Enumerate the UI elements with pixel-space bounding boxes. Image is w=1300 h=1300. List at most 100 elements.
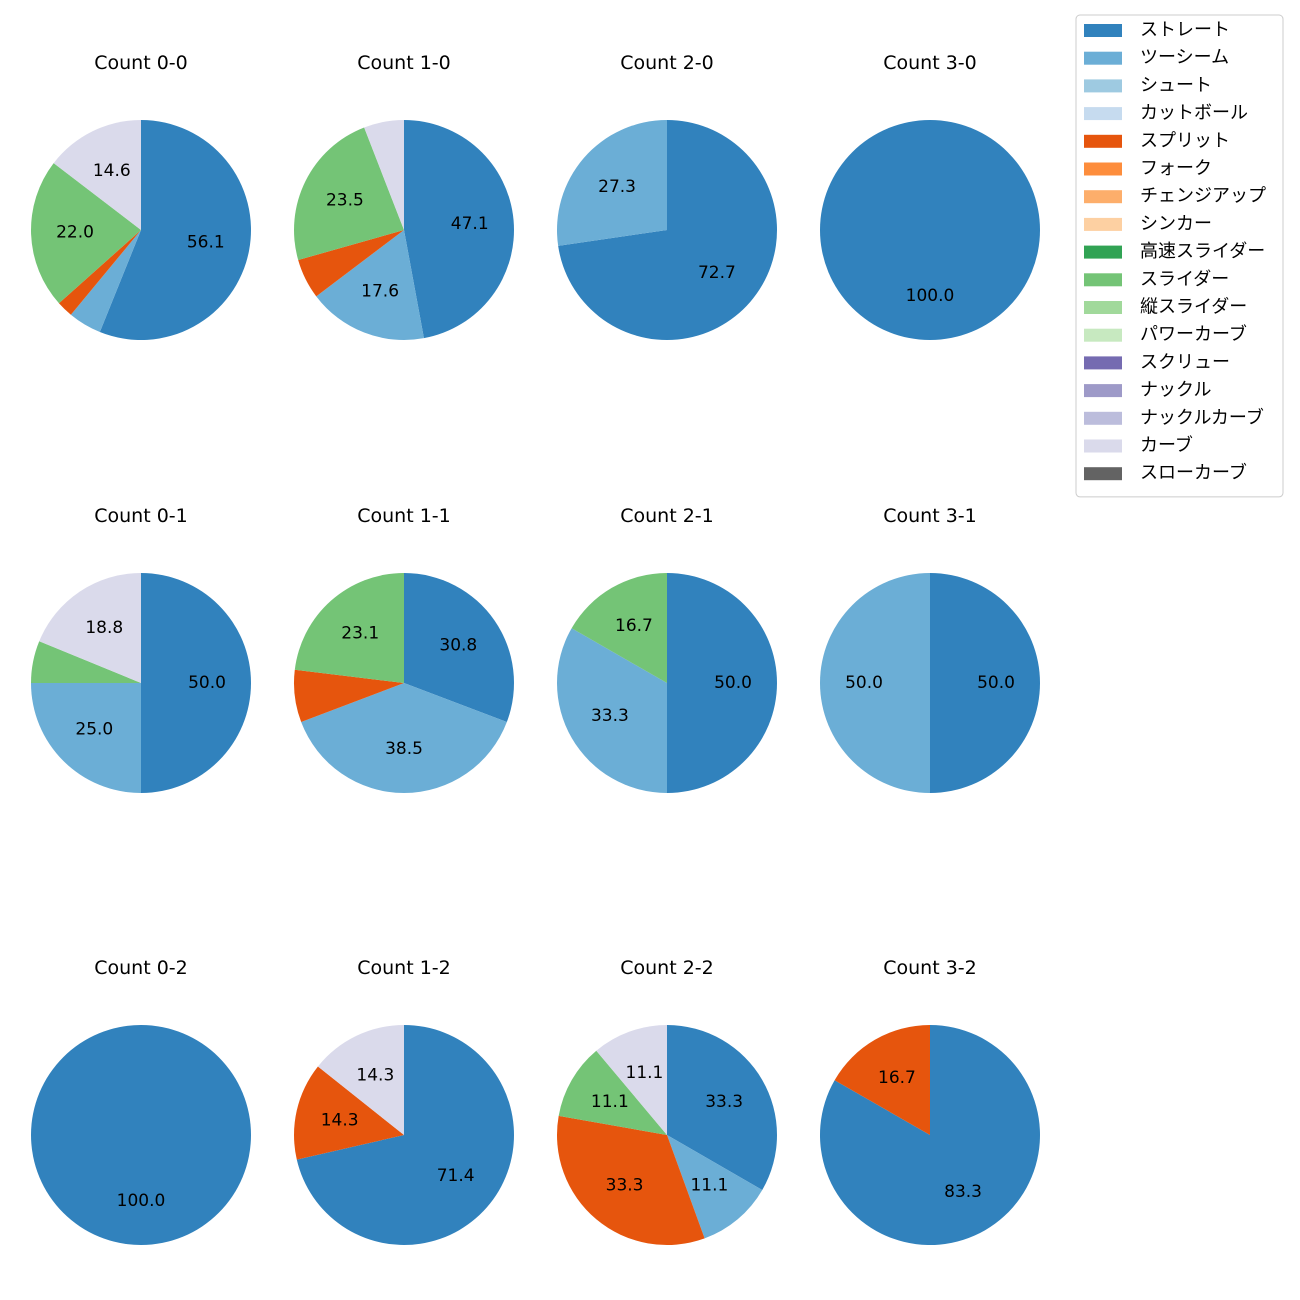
slice-label: 50.0: [845, 673, 883, 693]
slice-label: 30.8: [439, 636, 477, 656]
legend-label: カーブ: [1140, 434, 1193, 456]
legend-swatch: [1084, 24, 1122, 37]
legend-item: ナックル: [1084, 380, 1211, 401]
slice-label: 38.5: [385, 739, 423, 759]
slice-label: 50.0: [188, 673, 226, 693]
legend-swatch: [1084, 217, 1122, 231]
legend-item: 縦スライダー: [1084, 297, 1247, 318]
pie-slice: [571, 573, 667, 683]
pie-slice: [667, 1135, 763, 1239]
pie-grid: Count 0-0 56.1 22.0 14.6 Count 1-0 47.1 17.6 23…: [31, 52, 1040, 1246]
pie-slice: [820, 120, 1040, 340]
pie-slice: [293, 1066, 404, 1160]
slice-label: 71.4: [437, 1166, 475, 1186]
slice-label: 17.6: [361, 282, 399, 302]
pie-chart: Count 2-2 33.3 11.1 33.3 11.1 11.1: [556, 957, 777, 1246]
pie-title: Count 0-0: [94, 52, 188, 74]
legend-swatch: [1084, 79, 1122, 93]
legend-item: チェンジアップ: [1084, 186, 1266, 207]
slice-label: 11.1: [626, 1063, 664, 1083]
legend: ストレートツーシームシュートカットボールスプリットフォークチェンジアップシンカー…: [1075, 14, 1284, 498]
legend-swatch: [1084, 384, 1122, 398]
legend-swatch: [1084, 328, 1122, 342]
pie-title: Count 2-2: [620, 957, 714, 979]
legend-item: パワーカーブ: [1084, 323, 1247, 345]
pie-slice: [364, 120, 404, 230]
pie-slice: [317, 1025, 404, 1135]
pie-slice: [596, 1025, 667, 1135]
slice-label: 22.0: [56, 222, 94, 242]
pie-slice: [58, 230, 142, 315]
slice-label: 27.3: [598, 177, 636, 197]
pie-slice: [556, 1115, 705, 1246]
pie-chart: Count 1-1 30.8 38.5 23.1: [293, 505, 514, 793]
legend-item: スクリュー: [1084, 352, 1230, 373]
pie-slice: [558, 1050, 667, 1135]
slice-label: 16.7: [878, 1068, 916, 1088]
legend-label: スクリュー: [1140, 352, 1230, 373]
slice-label: 11.1: [591, 1092, 629, 1112]
legend-item: シンカー: [1084, 213, 1212, 234]
pie-slice: [141, 573, 251, 793]
slice-label: 23.5: [326, 191, 364, 211]
slice-label: 50.0: [714, 673, 752, 693]
pie-slice: [53, 120, 141, 230]
pie-slice: [834, 1025, 930, 1135]
pie-slice: [667, 1025, 777, 1190]
pie-slice: [298, 230, 404, 297]
pie-slice: [820, 573, 930, 793]
legend-swatch: [1084, 467, 1122, 481]
slice-label: 33.3: [591, 706, 629, 726]
pie-chart: Count 0-1 50.0 25.0 18.8: [31, 505, 251, 793]
slice-label: 50.0: [977, 673, 1015, 693]
pie-title: Count 2-1: [620, 505, 714, 527]
pie-slice: [31, 1025, 251, 1245]
pie-title: Count 2-0: [620, 52, 714, 74]
legend-swatch: [1084, 439, 1122, 453]
legend-label: ナックル: [1140, 380, 1211, 401]
pie-slice: [556, 628, 667, 793]
pie-title: Count 0-2: [94, 957, 188, 979]
pie-chart: Count 2-0 72.7 27.3: [557, 52, 778, 340]
legend-swatch: [1084, 162, 1122, 176]
legend-item: カットボール: [1084, 103, 1248, 124]
legend-item: シュート: [1084, 75, 1212, 96]
pie-slice: [404, 119, 515, 339]
legend-swatch: [1084, 190, 1122, 204]
legend-item: スライダー: [1084, 269, 1229, 290]
pie-slice: [558, 119, 778, 340]
legend-item: 高速スライダー: [1084, 241, 1265, 262]
legend-item: ナックルカーブ: [1084, 406, 1264, 428]
slice-label: 72.7: [698, 263, 736, 283]
pie-slice: [294, 127, 404, 261]
pie-slice: [301, 683, 507, 793]
pie-chart: Count 3-2 83.3 16.7: [819, 957, 1040, 1246]
pie-chart: Count 3-1 50.0 50.0: [820, 505, 1040, 793]
legend-label: 縦スライダー: [1140, 297, 1247, 318]
pie-title: Count 3-2: [883, 957, 977, 979]
pie-slice: [31, 163, 141, 304]
pie-chart: Count 0-2 100.0: [31, 957, 251, 1245]
legend-swatch: [1084, 301, 1122, 314]
pie-chart: Count 3-0 100.0: [820, 52, 1040, 340]
legend-swatch: [1084, 356, 1122, 370]
slice-label: 47.1: [451, 214, 489, 234]
pie-slice: [667, 573, 777, 793]
slice-label: 18.8: [85, 618, 123, 638]
legend-item: フォーク: [1084, 158, 1212, 179]
legend-swatch: [1084, 245, 1122, 259]
slice-label: 14.6: [93, 161, 131, 181]
legend-label: ストレート: [1140, 20, 1230, 41]
legend-item: ツーシーム: [1084, 47, 1229, 68]
pie-slice: [930, 573, 1040, 793]
pie-slice: [404, 573, 514, 723]
pie-title: Count 1-2: [357, 957, 451, 979]
legend-swatch: [1084, 411, 1122, 425]
pie-slice: [293, 669, 404, 723]
pie-slice: [70, 230, 141, 333]
legend-swatch: [1084, 107, 1122, 121]
pie-chart: Count 2-1 50.0 33.3 16.7: [556, 505, 777, 793]
slice-label: 83.3: [944, 1182, 982, 1202]
legend-label: カットボール: [1140, 103, 1248, 124]
